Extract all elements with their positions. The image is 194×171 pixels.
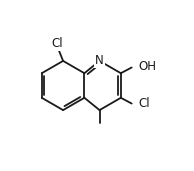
Text: OH: OH (138, 60, 156, 73)
Text: Cl: Cl (138, 97, 150, 110)
Text: N: N (95, 54, 104, 67)
Text: Cl: Cl (51, 37, 63, 50)
